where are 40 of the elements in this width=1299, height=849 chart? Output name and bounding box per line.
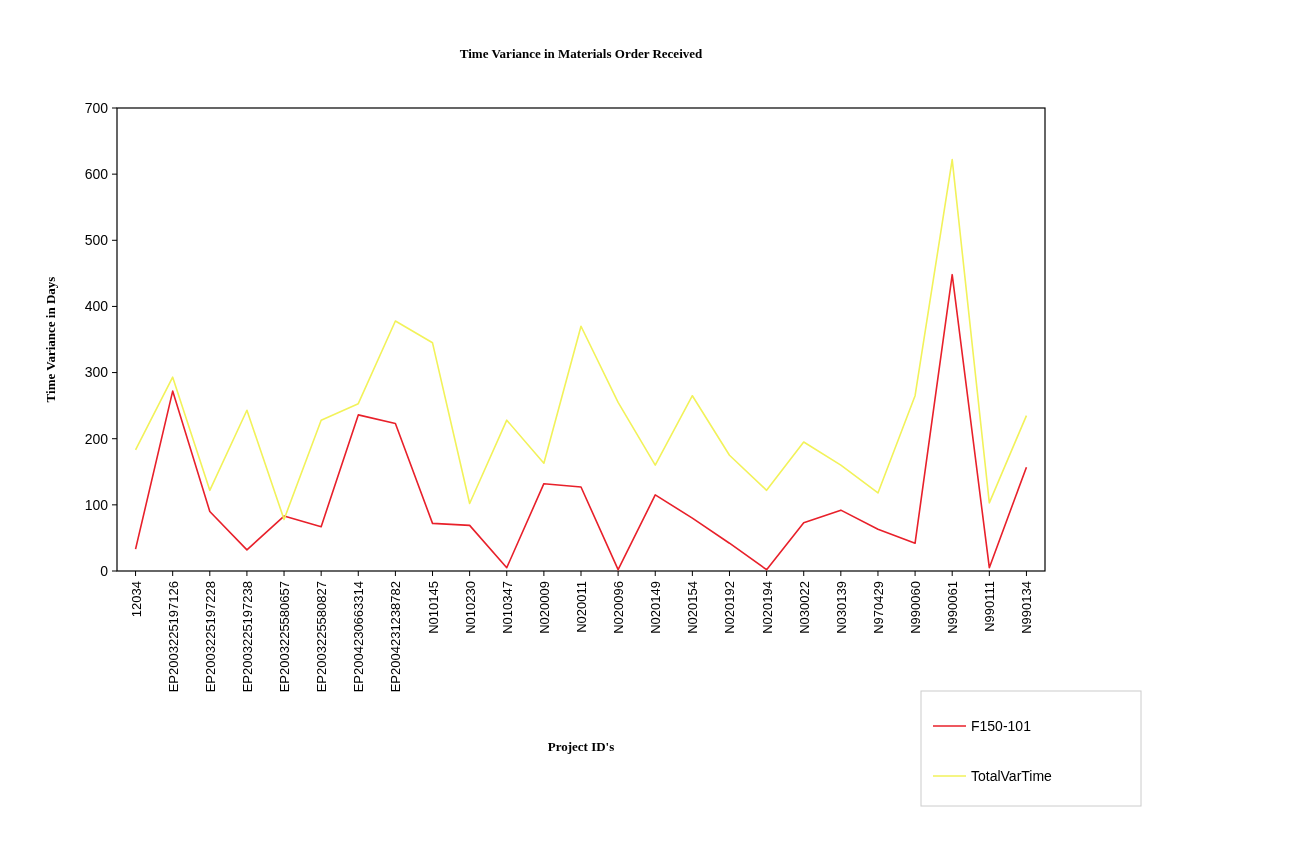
x-tick-label: N020011: [574, 581, 589, 633]
x-tick-label: N990111: [982, 581, 998, 632]
x-tick-label: N990134: [1019, 581, 1035, 634]
line-series: [134, 158, 1028, 521]
y-tick-label: 500: [84, 232, 109, 249]
x-tick-label: N010145: [425, 581, 441, 634]
legend-label: F150-101: [971, 717, 1032, 734]
x-tick-label: N990060: [908, 581, 924, 634]
x-tick-label: EP2003225197228: [202, 581, 218, 693]
x-tick-label: N020096: [611, 581, 627, 634]
x-tick-label: EP2004230663314: [351, 581, 367, 693]
x-tick-label: N030139: [833, 581, 849, 634]
x-tick-label: 12034: [128, 581, 144, 618]
y-tick-label: 0: [100, 562, 109, 579]
line-series: [134, 273, 1028, 571]
y-tick-label: 400: [84, 298, 109, 315]
chart-title: Time Variance in Materials Order Received: [459, 46, 704, 61]
x-tick-label: N020194: [759, 581, 775, 634]
y-tick-label: 700: [84, 99, 109, 116]
x-tick-label: N020009: [536, 581, 552, 634]
legend-label: TotalVarTime: [971, 767, 1053, 784]
x-tick-label: EP2004231238782: [388, 581, 404, 693]
x-tick-label: N010347: [499, 581, 515, 634]
x-tick-label: EP2003225197126: [165, 581, 181, 693]
x-tick-label: N030022: [796, 581, 812, 634]
x-tick-label: N990061: [945, 581, 961, 634]
x-tick-label: N020149: [648, 581, 664, 634]
y-axis-title: Time Variance in Days: [43, 276, 58, 403]
y-tick-label: 300: [84, 364, 109, 381]
x-axis-title: Project ID's: [547, 739, 615, 754]
x-tick-label: N020154: [685, 581, 701, 634]
x-tick-label: EP2003225580657: [277, 581, 293, 693]
x-tick-label: N010230: [462, 581, 478, 634]
x-tick-label: N970429: [870, 581, 886, 634]
y-tick-label: 600: [84, 166, 109, 183]
x-tick-label: N020192: [722, 581, 738, 634]
x-tick-label: EP2003225197238: [239, 581, 255, 693]
y-tick-label: 100: [84, 496, 109, 513]
x-tick-label: EP2003225580827: [314, 581, 330, 693]
y-tick-label: 200: [84, 430, 109, 447]
